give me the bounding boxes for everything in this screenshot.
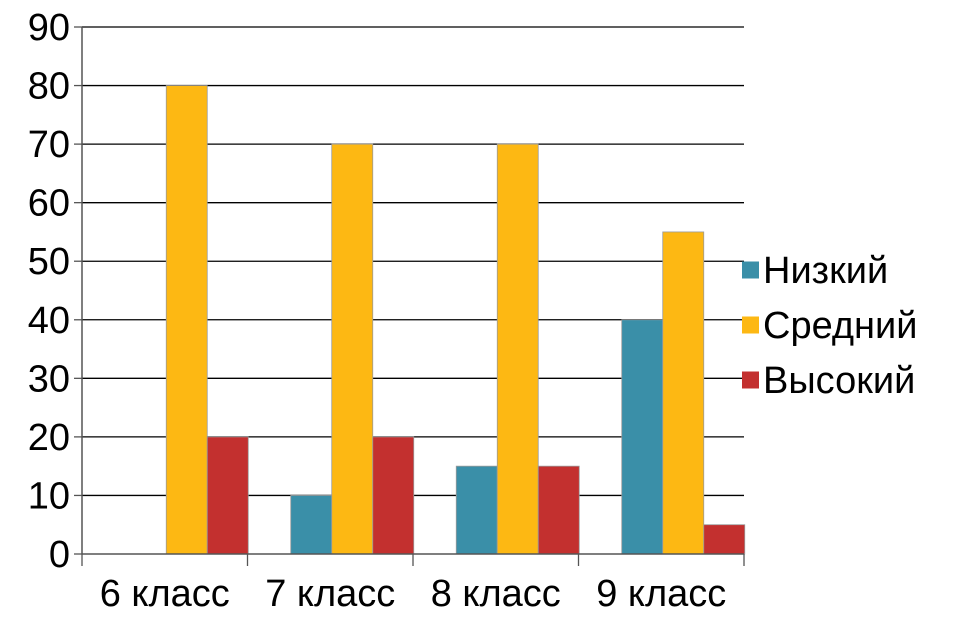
y-tick-label: 80 bbox=[28, 66, 70, 108]
bars bbox=[165, 85, 746, 555]
x-tick-label: 7 класс bbox=[265, 573, 395, 615]
y-tick-label: 70 bbox=[28, 124, 70, 166]
bar-Низкий-7-класс bbox=[290, 495, 333, 555]
y-tick-label: 60 bbox=[28, 183, 70, 225]
x-axis-tick-labels: 6 класс 7 класс 8 класс 9 класс bbox=[100, 573, 727, 615]
bar-Средний-7-класс bbox=[331, 143, 374, 555]
y-axis-tick-labels: 0 10 20 30 40 50 60 70 80 90 bbox=[28, 7, 70, 576]
legend-swatch-Высокий bbox=[742, 371, 759, 389]
legend-label: Низкий bbox=[763, 250, 888, 292]
y-tick-label: 30 bbox=[28, 358, 70, 400]
bar-Низкий-8-класс bbox=[455, 465, 498, 555]
bar-Средний-9-класс bbox=[662, 231, 705, 555]
y-tick-label: 10 bbox=[28, 475, 70, 517]
bar-Низкий-9-класс bbox=[621, 319, 664, 555]
bar-Высокий-7-класс bbox=[372, 436, 415, 555]
axes bbox=[74, 26, 745, 566]
x-tick-label: 6 класс bbox=[100, 573, 230, 615]
bar-Высокий-9-класс bbox=[703, 524, 746, 555]
legend-swatch-Низкий bbox=[742, 261, 759, 279]
y-tick-label: 50 bbox=[28, 241, 70, 283]
y-tick-label: 40 bbox=[28, 300, 70, 342]
bar-Средний-8-класс bbox=[496, 143, 539, 555]
y-tick-label: 90 bbox=[28, 7, 70, 49]
bar-Средний-6-класс bbox=[165, 85, 208, 555]
bar-Высокий-6-класс bbox=[206, 436, 249, 555]
legend-label: Высокий bbox=[763, 360, 915, 402]
x-tick-label: 8 класс bbox=[431, 573, 561, 615]
x-tick-label: 9 класс bbox=[596, 573, 726, 615]
bar-Высокий-8-класс bbox=[537, 465, 580, 555]
y-tick-label: 20 bbox=[28, 417, 70, 459]
legend: Низкий Средний Высокий bbox=[742, 250, 918, 402]
legend-swatch-Средний bbox=[742, 316, 759, 334]
legend-label: Средний bbox=[763, 305, 918, 347]
y-tick-label: 0 bbox=[49, 534, 70, 576]
